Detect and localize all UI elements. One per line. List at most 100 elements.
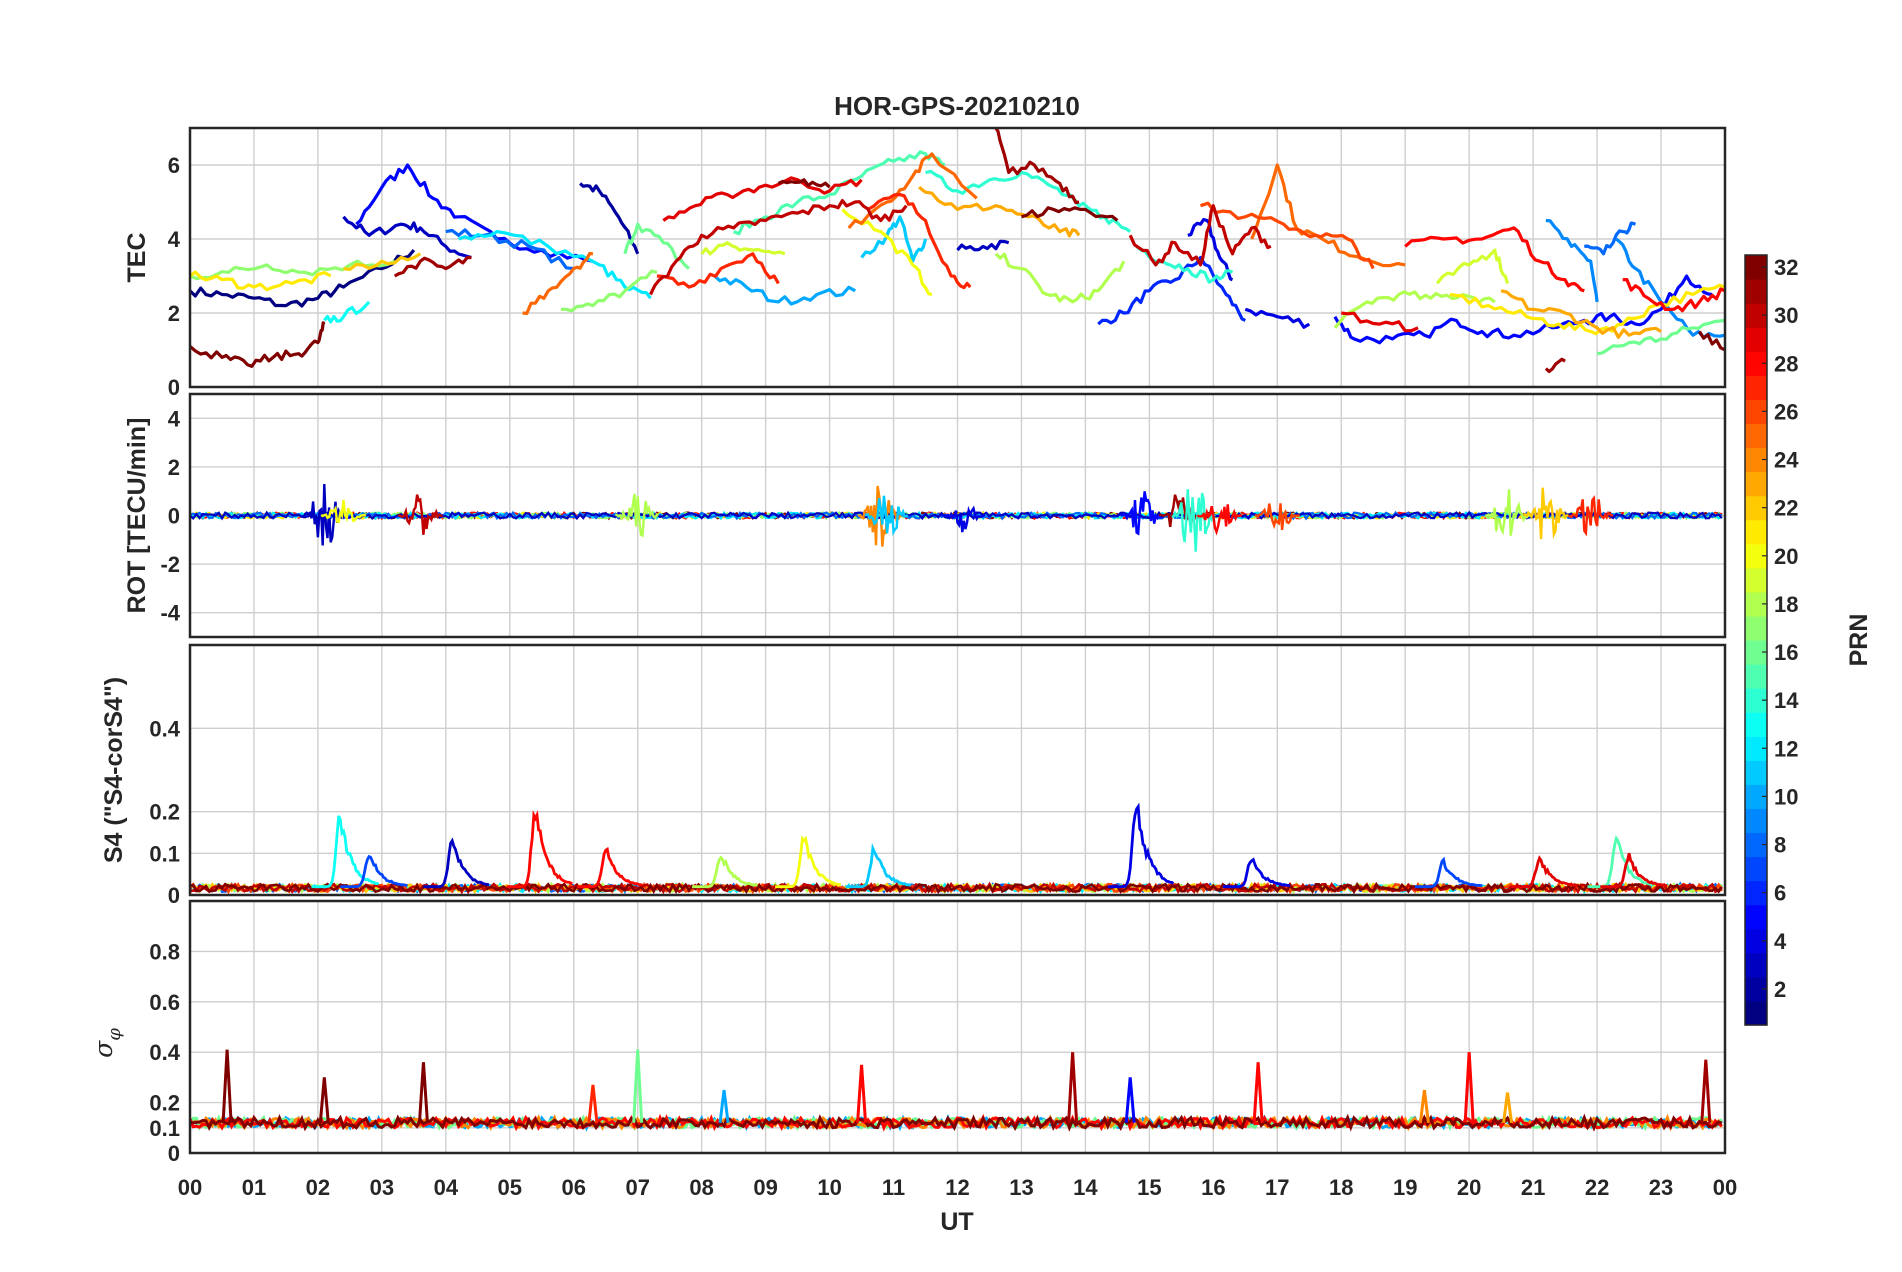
panel-3: 0 0.1 0.2 0.4 S4 ("S4-corS4") (100, 643, 1727, 908)
x-tick-label: 03 (370, 1175, 394, 1200)
x-tick-label: 00 (178, 1175, 202, 1200)
sigma-spike-prn-23 (1502, 1092, 1514, 1123)
tec-series-prn-16 (1596, 318, 1725, 356)
colorbar-level (1745, 952, 1767, 978)
tec-series-prn-1 (190, 249, 416, 308)
colorbar-tick-label: 30 (1774, 303, 1798, 328)
sigma-spike-prn-31 (1700, 1059, 1712, 1123)
s4-peak-prn-4 (1222, 857, 1291, 889)
s4-peak-prn-7 (1414, 856, 1483, 889)
y-axis-label: σφ (89, 1028, 125, 1058)
colorbar-level (1745, 1000, 1767, 1026)
tec-series-prn-9 (1545, 218, 1599, 303)
x-tick-label: 05 (498, 1175, 522, 1200)
tec-series-prn-21 (1449, 283, 1725, 336)
x-tick-label: 18 (1329, 1175, 1353, 1200)
y-axis-label: TEC (123, 233, 151, 283)
colorbar-level (1745, 904, 1767, 930)
colorbar-tick-label: 26 (1774, 399, 1798, 424)
colorbar-level (1745, 423, 1767, 449)
x-tick-label: 23 (1649, 1175, 1673, 1200)
sigma-spike-prn-27 (587, 1084, 599, 1123)
rot-burst-prn-20 (320, 499, 367, 524)
tec-series-prn-32 (1698, 330, 1725, 352)
rot-burst-prn-3 (301, 483, 348, 546)
colorbar-tick-label: 6 (1774, 881, 1786, 906)
x-tick-label: 13 (1009, 1175, 1033, 1200)
x-tick-label: 19 (1393, 1175, 1417, 1200)
y-tick-label: 4 (168, 406, 181, 431)
panel-data (190, 802, 1723, 895)
colorbar-level (1745, 640, 1767, 665)
sigma-spike-prn-5 (1124, 1077, 1136, 1123)
tec-series-prn-31 (1544, 357, 1566, 374)
tec-series-prn-22 (343, 252, 422, 271)
x-tick-label: 04 (434, 1175, 459, 1200)
tec-series-prn-17 (190, 259, 396, 281)
panel-frame (188, 643, 1727, 897)
s4-peak-prn-13 (311, 815, 380, 889)
tec-series-prn-19 (1435, 248, 1510, 285)
colorbar-level (1745, 447, 1767, 473)
y-tick-label: 0.4 (149, 716, 180, 741)
s4-peak-prn-18 (692, 855, 758, 889)
colorbar-level (1745, 255, 1767, 280)
s4-peak-prn-3 (423, 837, 490, 889)
tec-series-prn-3 (342, 215, 472, 260)
tec-series-prn-8 (1584, 221, 1636, 256)
tec-series-prn-19 (700, 241, 786, 256)
colorbar-level (1745, 880, 1767, 906)
tec-series-prn-4 (1187, 217, 1234, 282)
colorbar-tick-label: 2 (1774, 977, 1786, 1002)
y-tick-label: -4 (160, 601, 180, 626)
tec-series-prn-5 (1333, 274, 1713, 345)
sigma-spike-prn-28 (1252, 1062, 1264, 1123)
y-tick-label: 2 (168, 301, 180, 326)
colorbar-level (1745, 832, 1767, 858)
colorbar-level (1745, 543, 1767, 569)
tec-series-prn-18 (1333, 290, 1496, 329)
x-tick-label: 21 (1521, 1175, 1545, 1200)
tec-series-prn-27 (867, 193, 972, 290)
y-tick-label: 0.4 (149, 1040, 180, 1065)
x-tick-label: 14 (1073, 1175, 1098, 1200)
x-tick-label: 00 (1713, 1175, 1737, 1200)
tec-series-prn-13 (323, 300, 371, 324)
y-axis-label: S4 ("S4-corS4") (100, 677, 128, 863)
y-tick-label: -2 (160, 552, 180, 577)
s4-peak-prn-11 (845, 842, 912, 889)
x-tick-label: 12 (945, 1175, 969, 1200)
colorbar-label: PRN (1845, 614, 1873, 667)
tec-series-prn-29 (1341, 311, 1419, 333)
x-tick-label: 09 (753, 1175, 777, 1200)
colorbar-level (1745, 856, 1767, 882)
tec-series-prn-32 (1021, 206, 1119, 222)
colorbar-tick-label: 24 (1774, 448, 1799, 473)
tec-series-prn-16 (623, 222, 690, 270)
s4-series-prn-32 (190, 881, 1723, 895)
y-tick-label: 6 (168, 153, 180, 178)
rot-burst-prn-11 (864, 495, 909, 537)
tec-series-prn-26 (1199, 201, 1375, 270)
tec-series-prn-17 (561, 269, 658, 313)
rot-burst-prn-28 (1196, 504, 1243, 536)
tec-series-prn-3 (956, 239, 1010, 252)
y-axis-label-symbol: σ (89, 1040, 118, 1058)
colorbar-tick-label: 18 (1774, 592, 1798, 617)
rot-burst-prn-14 (1171, 489, 1216, 552)
sigma-spike-prn-24 (1418, 1089, 1430, 1123)
colorbar-level (1745, 615, 1767, 641)
panel-1: 0 2 4 6 TEC (123, 126, 1727, 400)
tec-series-prn-32 (190, 321, 326, 368)
rot-burst-prn-18 (1484, 489, 1530, 536)
y-tick-label: 0 (168, 1141, 180, 1166)
colorbar-level (1745, 279, 1767, 304)
tec-series-prn-25 (847, 152, 978, 229)
x-tick-label: 11 (882, 1175, 905, 1200)
x-tick-label: 17 (1265, 1175, 1289, 1200)
sigma-spike-prn-28 (1463, 1052, 1475, 1123)
tec-series-prn-28 (1404, 226, 1585, 293)
panel-frame (188, 899, 1727, 1155)
